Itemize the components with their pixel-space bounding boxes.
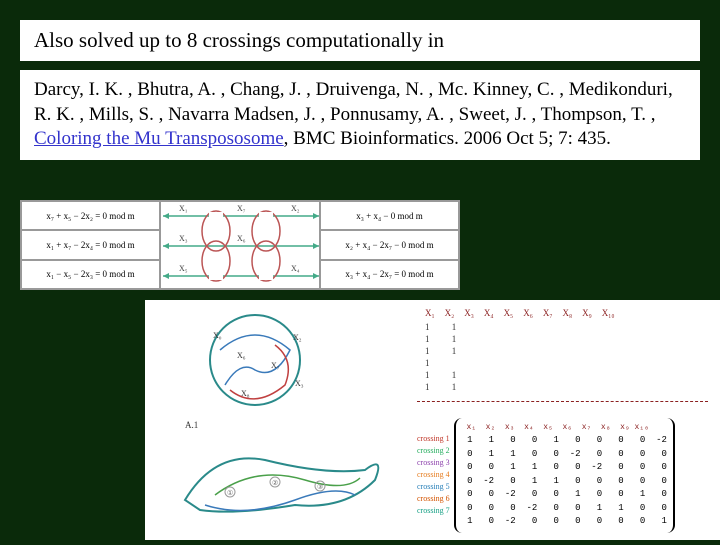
row-label: crossing 3	[417, 457, 450, 469]
row-label: crossing 4	[417, 469, 450, 481]
svg-text:A.1: A.1	[185, 420, 198, 430]
row-label: crossing 7	[417, 505, 450, 517]
full-matrix: crossing 1 crossing 2 crossing 3 crossin…	[417, 418, 708, 533]
sparse-row: 1 1	[417, 346, 708, 358]
sparse-row: 1 1	[417, 322, 708, 334]
var-label: X₅	[179, 264, 188, 273]
matrix-row: 1 1 0 0 1 0 0 0 0 -2	[462, 434, 667, 448]
equation-cell: x₃ + x₄ − 2x₇ = 0 mod m	[320, 260, 459, 289]
svg-text:X₆: X₆	[237, 351, 246, 360]
citation-authors: Darcy, I. K. , Bhutra, A. , Chang, J. , …	[34, 79, 673, 125]
matrix-row: 0 -2 0 1 1 0 0 0 0 0	[462, 475, 667, 489]
citation-link[interactable]: Coloring the Mu Transpososome	[34, 128, 284, 149]
svg-text:②: ②	[272, 479, 278, 487]
equation-cell: x₁ + x₇ − 2x₄ = 0 mod m	[21, 230, 160, 259]
equations-figure: x₇ + x₅ − 2x₂ = 0 mod m x₁ + x₇ − 2x₄ = …	[20, 200, 460, 290]
matrix-row: 1 0 -2 0 0 0 0 0 0 1	[462, 515, 667, 529]
crossings-svg	[161, 202, 321, 290]
var-label: X₂	[291, 204, 300, 213]
mh: X₃	[464, 308, 474, 318]
crossings-diagram: X₁ X₇ X₂ X₆ X₅ X₄ X₃	[160, 201, 320, 289]
title: Also solved up to 8 crossings computatio…	[34, 28, 444, 52]
svg-text:③: ③	[317, 483, 323, 491]
row-label: crossing 2	[417, 445, 450, 457]
sparse-row: 1 1	[417, 334, 708, 346]
equation-cell: x₃ + x₄ − 0 mod m	[320, 201, 459, 230]
knot-matrix-figure: X₀ X₂ X₆ X₇ X₈ X₃ A.1 ① ② ③ X₁ X₂ X₃ X₄ …	[145, 300, 720, 540]
full-matrix-header: x₁ x₂ x₃ x₄ x₅ x₆ x₇ x₈ x₉ x₁₀	[462, 422, 667, 434]
citation-block: Darcy, I. K. , Bhutra, A. , Chang, J. , …	[20, 70, 700, 160]
row-label: crossing 1	[417, 433, 450, 445]
title-text: Also solved up to 8 crossings computatio…	[20, 20, 700, 61]
var-label: X₁	[179, 204, 188, 213]
sparse-matrix-header: X₁ X₂ X₃ X₄ X₅ X₆ X₇ X₈ X₉ X₁₀	[417, 308, 708, 318]
sparse-row: 1	[417, 358, 708, 370]
var-label: X₇	[237, 204, 246, 213]
knot-diagram-panel: X₀ X₂ X₆ X₇ X₈ X₃ A.1 ① ② ③	[145, 300, 405, 540]
matrix-body: x₁ x₂ x₃ x₄ x₅ x₆ x₇ x₈ x₉ x₁₀ 1 1 0 0 1…	[454, 418, 675, 533]
knot-svg: X₀ X₂ X₆ X₇ X₈ X₃ A.1 ① ② ③	[145, 300, 405, 540]
svg-text:①: ①	[227, 489, 233, 497]
matrix-panel: X₁ X₂ X₃ X₄ X₅ X₆ X₇ X₈ X₉ X₁₀ 1 1 1 1 1…	[405, 300, 720, 540]
equation-cell: x₇ + x₅ − 2x₂ = 0 mod m	[21, 201, 160, 230]
svg-text:X₈: X₈	[241, 389, 250, 398]
sparse-row: 1 1	[417, 382, 708, 394]
var-label: X₄	[291, 264, 300, 273]
matrix-row: 0 1 1 0 0 -2 0 0 0 0	[462, 448, 667, 462]
row-label: crossing 6	[417, 493, 450, 505]
equations-left-column: x₇ + x₅ − 2x₂ = 0 mod m x₁ + x₇ − 2x₄ = …	[21, 201, 160, 289]
row-label: crossing 5	[417, 481, 450, 493]
sparse-row: 1 1	[417, 370, 708, 382]
citation-rest: , BMC Bioinformatics. 2006 Oct 5; 7: 435…	[284, 128, 611, 149]
svg-text:X₇: X₇	[271, 361, 280, 370]
matrix-row: 0 0 -2 0 0 1 0 0 1 0	[462, 488, 667, 502]
row-labels: crossing 1 crossing 2 crossing 3 crossin…	[417, 433, 450, 517]
svg-text:X₂: X₂	[293, 333, 302, 342]
var-label: X₆	[237, 234, 246, 243]
equation-cell: x₂ + x₄ − 2x₇ − 0 mod m	[320, 230, 459, 259]
mh: X₇	[543, 308, 553, 318]
svg-text:X₀: X₀	[213, 331, 222, 340]
sparse-matrix: 1 1 1 1 1 1 1 1 1 1 1	[417, 322, 708, 402]
mh: X₅	[504, 308, 514, 318]
var-label: X₃	[179, 234, 188, 243]
mh: X₁₀	[602, 308, 615, 318]
mh: X₂	[445, 308, 455, 318]
mh: X₈	[562, 308, 572, 318]
matrix-row: 0 0 1 1 0 0 -2 0 0 0	[462, 461, 667, 475]
equations-right-column: x₃ + x₄ − 0 mod m x₂ + x₄ − 2x₇ − 0 mod …	[320, 201, 459, 289]
mh: X₆	[523, 308, 533, 318]
svg-text:X₃: X₃	[295, 379, 304, 388]
equation-cell: x₁ − x₅ − 2x₃ = 0 mod m	[21, 260, 160, 289]
mh: X₁	[425, 308, 435, 318]
mh: X₄	[484, 308, 494, 318]
matrix-row: 0 0 0 -2 0 0 1 1 0 0	[462, 502, 667, 516]
mh: X₉	[582, 308, 592, 318]
